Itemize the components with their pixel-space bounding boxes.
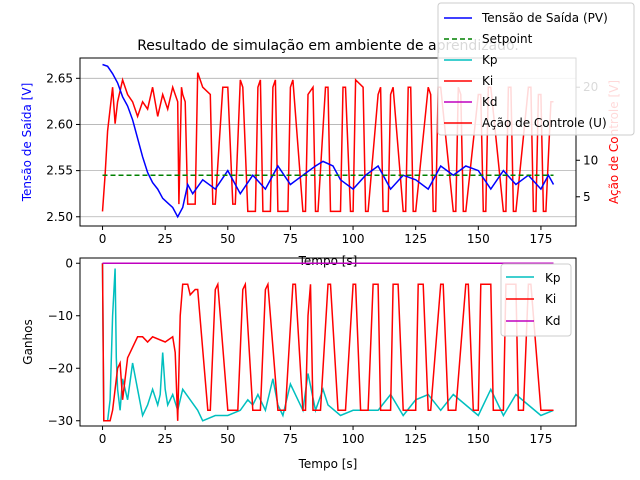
legend-label-control: Ação de Controle (U) — [482, 116, 607, 130]
top-legend-box — [437, 2, 635, 136]
top-x-tick-label: 25 — [158, 232, 173, 246]
top-plot-frame — [79, 57, 577, 227]
bottom-y-tick-label: −10 — [48, 309, 73, 323]
top-y-tick-label: 2.60 — [46, 117, 73, 131]
bottom-legend-box — [500, 263, 572, 337]
top-x-tick-label: 0 — [99, 232, 107, 246]
bottom-y-axis-label: Ganhos — [21, 319, 35, 364]
bottom-x-ticks: 0 25 50 75 100 125 150 175 — [99, 426, 552, 446]
top-x-ticks: 0 25 50 75 100 125 150 175 — [99, 226, 552, 246]
top-y-axis-label-left: Tensão de Saída [V] — [20, 83, 34, 203]
top-y-ticks-left: 2.50 2.55 2.60 2.65 — [46, 71, 80, 224]
top-y-tick-label: 2.65 — [46, 71, 73, 85]
top-y2-tick-label: 5 — [583, 190, 591, 204]
legend-entry-ki: Ki — [444, 74, 493, 88]
top-legend: Tensão de Saída (PV) Setpoint Kp Ki Kd A… — [437, 2, 635, 136]
series-control-line — [101, 72, 554, 213]
legend-label-kd: Kd — [482, 95, 498, 109]
bottom-y-tick-label: 0 — [65, 256, 73, 270]
top-y-tick-label: 2.55 — [46, 164, 73, 178]
legend-entry-control: Ação de Controle (U) — [444, 116, 607, 130]
bottom-x-axis-label: Tempo [s] — [298, 457, 358, 471]
legend-label-kp: Kp — [482, 53, 498, 67]
bottom-legend-entry-ki: Ki — [506, 292, 556, 306]
bottom-x-tick-label: 25 — [158, 432, 173, 446]
legend-entry-kd: Kd — [444, 95, 498, 109]
bottom-x-tick-label: 175 — [529, 432, 552, 446]
bottom-x-tick-label: 125 — [404, 432, 427, 446]
bottom-x-tick-label: 0 — [99, 432, 107, 446]
top-x-tick-label: 125 — [404, 232, 427, 246]
bottom-x-tick-label: 150 — [467, 432, 490, 446]
legend-entry-kp: Kp — [444, 53, 498, 67]
bottom-legend-entry-kd: Kd — [506, 314, 561, 328]
bottom-legend-label-kd: Kd — [545, 314, 561, 328]
bottom-legend-label-ki: Ki — [545, 292, 556, 306]
legend-entry-pv: Tensão de Saída (PV) — [444, 11, 608, 25]
top-chart: 0 25 50 75 100 125 150 175 2.502.552.602.65 510… — [20, 2, 635, 268]
bottom-y-tick-label: −20 — [48, 361, 73, 375]
legend-label-pv: Tensão de Saída (PV) — [481, 11, 608, 25]
top-x-tick-label: 50 — [220, 232, 235, 246]
top-x-tick-label: 175 — [529, 232, 552, 246]
top-series — [101, 63, 555, 219]
bottom-x-tick-label: 75 — [283, 432, 298, 446]
top-x-tick-label: 100 — [342, 232, 365, 246]
top-chart-title: Resultado de simulação em ambiente de ap… — [137, 38, 519, 54]
bottom-y-ticks: 0 −10 −20 −30 — [48, 256, 80, 428]
bottom-x-tick-label: 50 — [220, 432, 235, 446]
bottom-legend-entry-kp: Kp — [506, 271, 561, 285]
top-y2-tick-label: 10 — [583, 153, 598, 167]
top-x-tick-label: 150 — [467, 232, 490, 246]
bottom-y-tick-label: −30 — [48, 414, 73, 428]
bottom-series — [101, 262, 554, 422]
bottom-legend-label-kp: Kp — [545, 271, 561, 285]
legend-entry-setpoint: Setpoint — [444, 32, 533, 46]
top-x-tick-label: 75 — [283, 232, 298, 246]
series-ki-line — [101, 263, 554, 422]
legend-label-setpoint: Setpoint — [482, 32, 533, 46]
top-y-tick-label: 2.50 — [46, 210, 73, 224]
bottom-plot-frame — [79, 257, 577, 427]
series-pv-line — [102, 63, 555, 219]
bottom-legend: Kp Ki Kd — [500, 263, 572, 337]
legend-label-ki: Ki — [482, 74, 493, 88]
bottom-x-tick-label: 100 — [342, 432, 365, 446]
top-x-axis-label: Tempo [s] — [298, 254, 358, 268]
bottom-chart: 0 25 50 75 100 125 150 175 0 −10 −20 −30 Tempo [s]… — [21, 256, 577, 471]
